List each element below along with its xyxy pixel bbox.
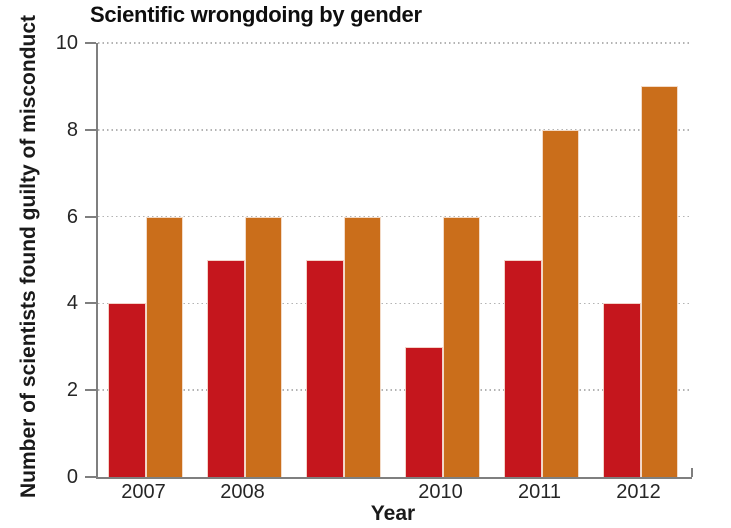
bar-red-bars-2009	[306, 260, 344, 477]
y-axis-label: Number of scientists found guilty of mis…	[17, 14, 40, 498]
bar-red-bars-2008	[207, 260, 245, 477]
bar-orange-bars-2007	[145, 216, 183, 477]
gridline-y6	[98, 215, 692, 218]
bar-red-bars-2011	[504, 260, 542, 477]
gridline-y10	[98, 42, 692, 44]
bar-orange-bars-2011	[541, 129, 579, 477]
x-tick-label-2012: 2012	[616, 481, 661, 503]
y-tick-mark-0	[85, 476, 96, 478]
bar-group-2010	[405, 43, 480, 477]
y-tick-mark-8	[85, 128, 96, 131]
y-tick-mark-10	[85, 42, 96, 44]
bar-group-2011	[504, 43, 579, 477]
plot-area	[96, 42, 693, 479]
bar-group-2008	[207, 43, 282, 477]
x-axis-end-tick	[691, 468, 693, 477]
x-tick-label-2008: 2008	[220, 481, 265, 503]
y-tick-label-8: 8	[66, 118, 78, 141]
y-tick-label-0: 0	[66, 466, 78, 488]
y-tick-label-4: 4	[66, 292, 78, 315]
y-tick-label-10: 10	[55, 32, 78, 54]
y-tick-label-2: 2	[66, 379, 78, 402]
bar-group-2009	[306, 43, 381, 477]
bar-group-2012	[603, 43, 678, 477]
y-tick-mark-6	[85, 215, 96, 218]
y-tick-mark-4	[85, 302, 96, 305]
bar-orange-bars-2010	[442, 216, 480, 477]
gridline-y2	[98, 389, 692, 391]
y-tick-label-6: 6	[66, 205, 78, 228]
chart-title: Scientific wrongdoing by gender	[90, 2, 422, 27]
bar-group-2007	[108, 43, 183, 477]
gridline-y4	[98, 302, 692, 305]
x-tick-label-2007: 2007	[121, 481, 166, 503]
x-axis-title: Year	[370, 502, 416, 525]
bar-red-bars-2010	[405, 346, 443, 477]
x-tick-label-2010: 2010	[418, 481, 463, 503]
bar-orange-bars-2008	[244, 216, 282, 477]
bar-orange-bars-2009	[343, 216, 381, 477]
bar-red-bars-2012	[603, 303, 641, 477]
gridline-y8	[98, 129, 692, 131]
y-tick-mark-2	[85, 389, 96, 392]
bar-red-bars-2007	[108, 303, 146, 477]
bar-orange-bars-2012	[640, 86, 678, 477]
x-tick-label-2011: 2011	[517, 481, 561, 503]
